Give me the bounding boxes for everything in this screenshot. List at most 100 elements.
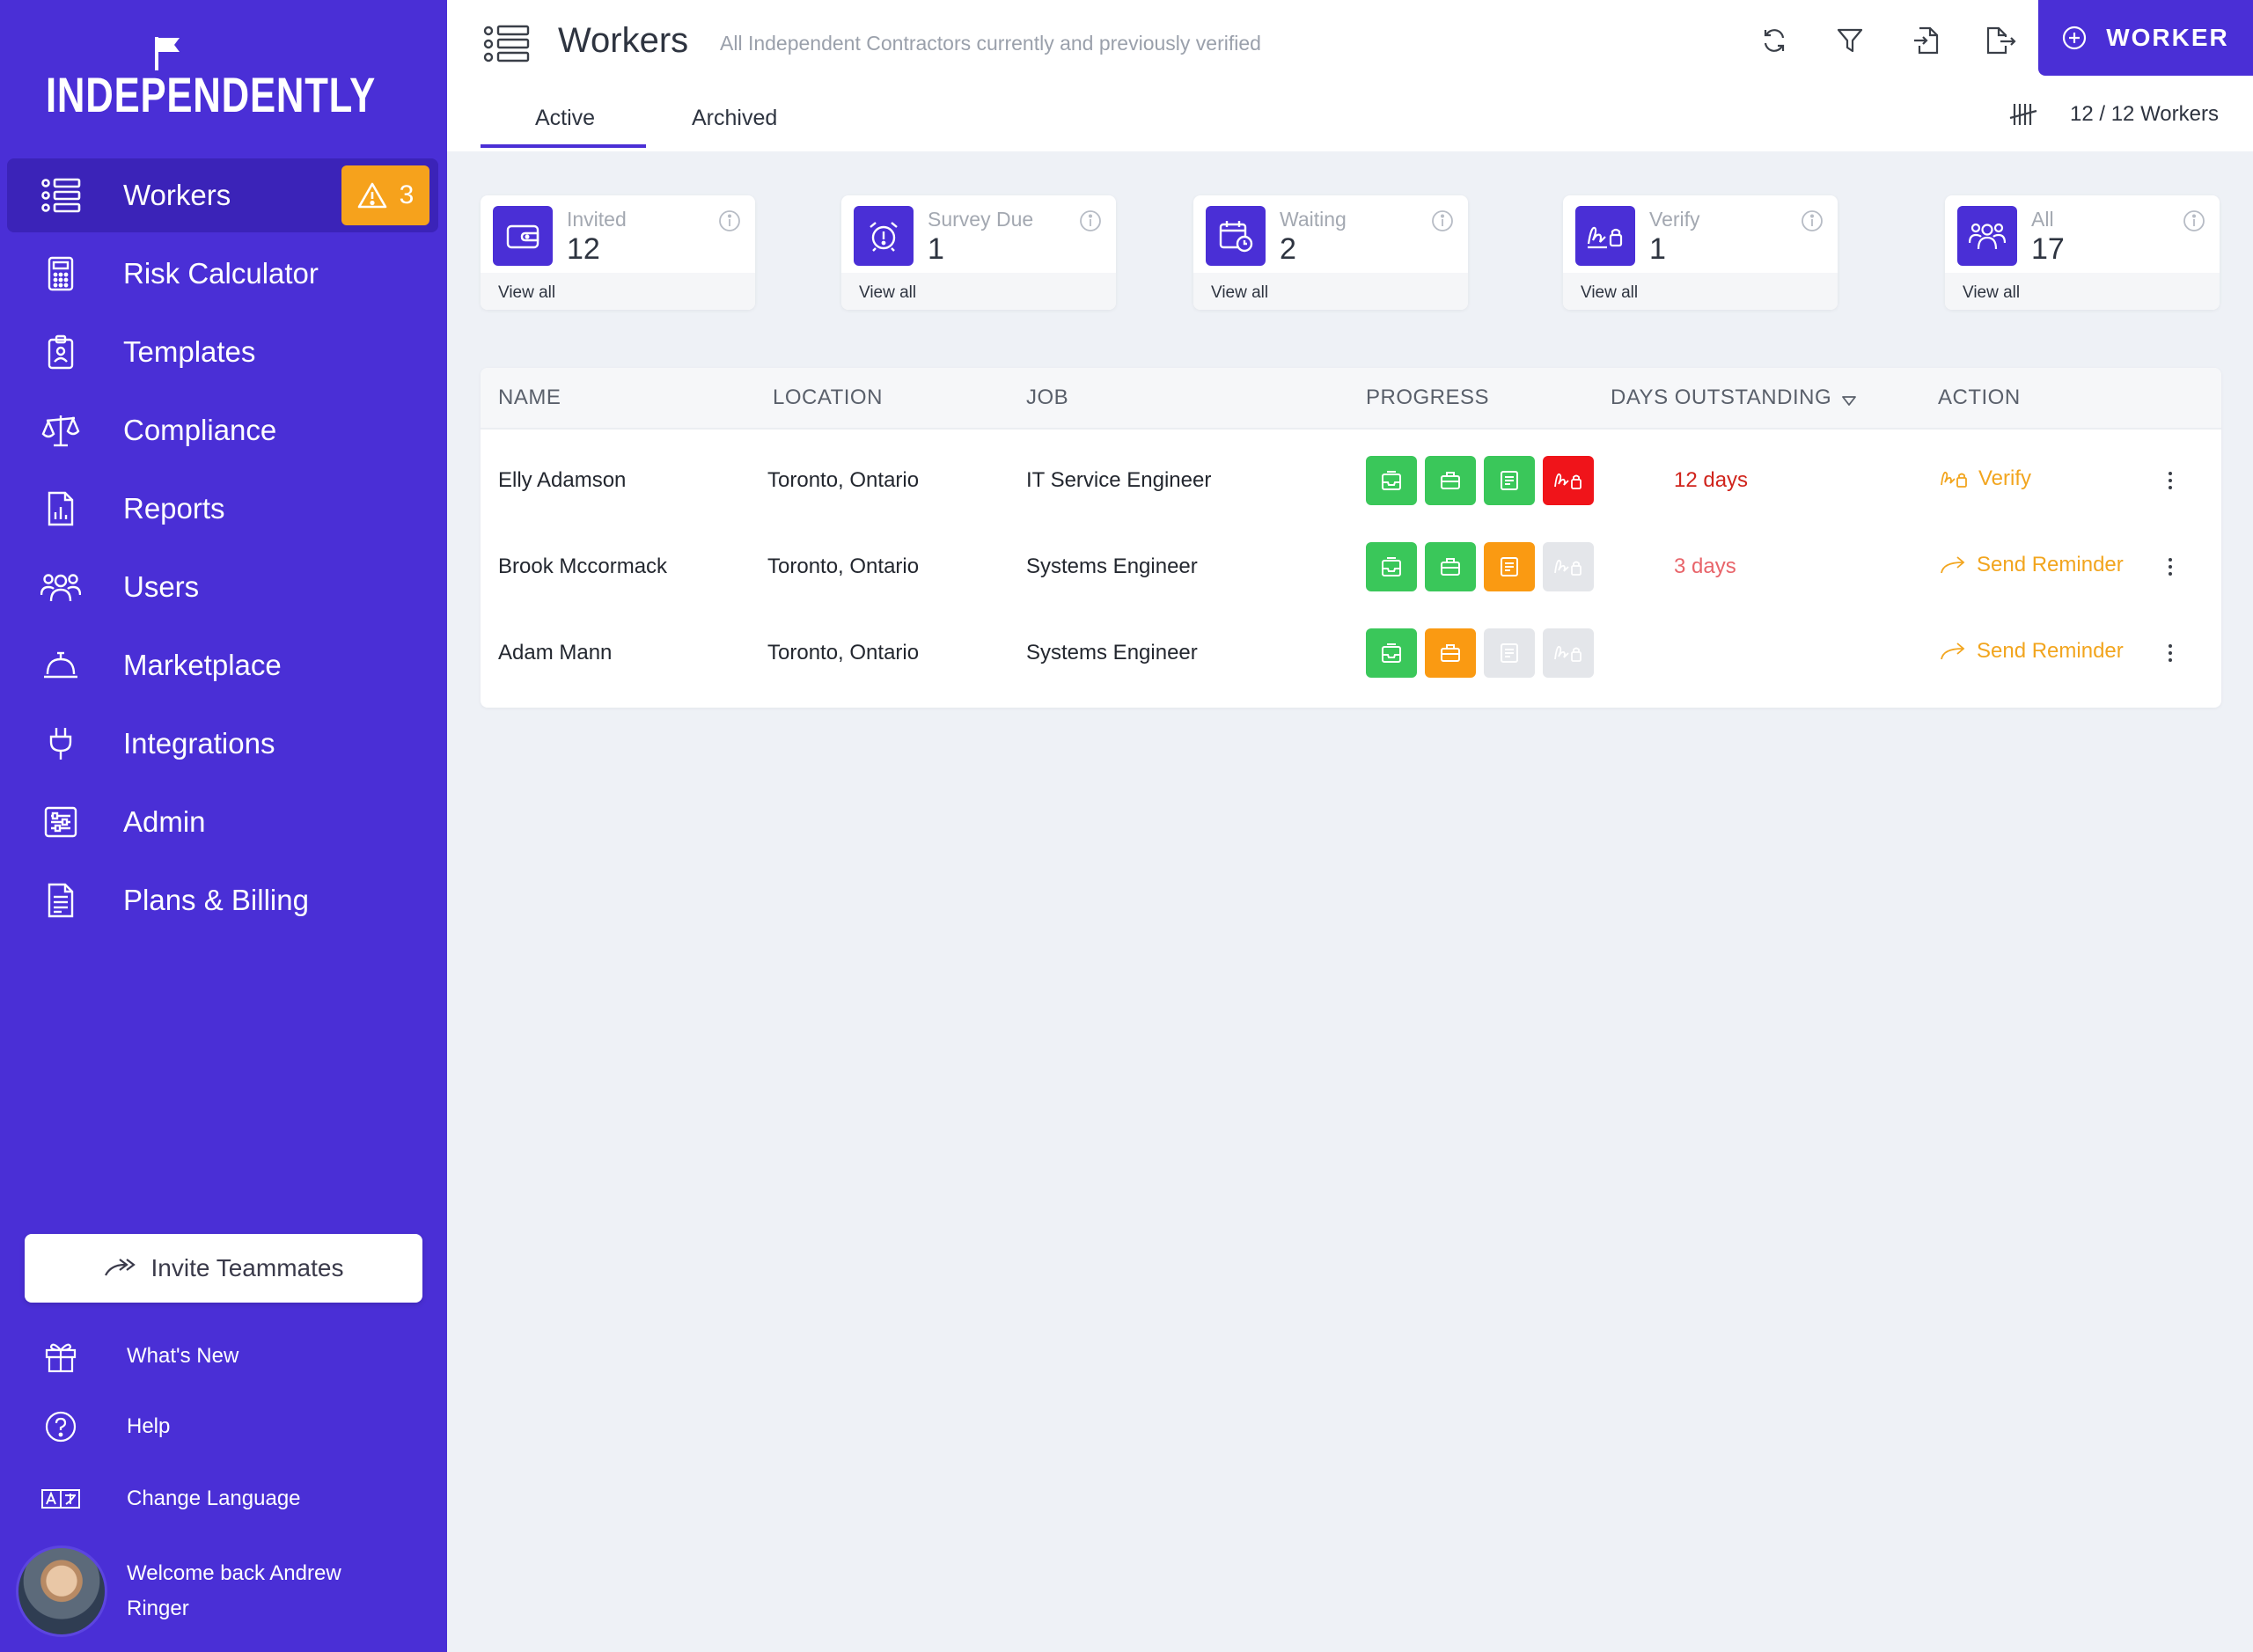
change-language-link[interactable]: Change Language [39, 1477, 301, 1521]
stat-value: 17 [2031, 232, 2065, 266]
progress-verify-step[interactable] [1543, 628, 1594, 678]
whats-new-label: What's New [127, 1344, 239, 1368]
column-header-job[interactable]: JOB [1026, 385, 1069, 409]
briefcase-icon [1441, 644, 1460, 662]
stat-label: Waiting [1280, 208, 1347, 231]
stat-card-waiting[interactable]: Waiting 2 View all [1193, 195, 1468, 310]
alert-badge-count: 3 [399, 180, 415, 209]
column-header-days-outstanding[interactable]: DAYS OUTSTANDING [1611, 385, 1832, 409]
workers-list-icon [39, 173, 83, 217]
inbox-icon [1382, 471, 1401, 490]
sidebar-item-label: Risk Calculator [123, 257, 319, 290]
reply-arrow-icon [1941, 556, 1965, 574]
filter-icon[interactable] [1831, 21, 1869, 60]
progress-survey-step[interactable] [1484, 628, 1535, 678]
table-row[interactable]: Adam Mann Toronto, Ontario Systems Engin… [481, 611, 2221, 697]
sidebar-item-admin[interactable]: Admin [7, 785, 438, 859]
progress-job-step[interactable] [1425, 456, 1476, 505]
avatar[interactable] [16, 1546, 107, 1637]
page-header: Workers All Independent Contractors curr… [447, 0, 2253, 151]
sidebar-item-workers[interactable]: Workers 3 [7, 158, 438, 232]
invite-teammates-button[interactable]: Invite Teammates [25, 1234, 422, 1303]
import-icon[interactable] [1906, 21, 1945, 60]
view-all-link[interactable]: View all [859, 283, 917, 302]
translate-icon [39, 1477, 83, 1521]
view-all-link[interactable]: View all [1963, 283, 2021, 302]
stat-card-all[interactable]: All 17 View all [1945, 195, 2220, 310]
progress-survey-step[interactable] [1484, 542, 1535, 591]
worker-name[interactable]: Brook Mccormack [498, 554, 668, 578]
table-row[interactable]: Brook Mccormack Toronto, Ontario Systems… [481, 525, 2221, 611]
sidebar-item-label: Templates [123, 335, 256, 368]
column-header-location[interactable]: LOCATION [773, 385, 883, 409]
progress-survey-step[interactable] [1484, 456, 1535, 505]
stat-card-survey-due[interactable]: Survey Due 1 View all [841, 195, 1116, 310]
user-profile[interactable]: Welcome back Andrew Ringer [16, 1546, 356, 1637]
export-icon[interactable] [1982, 21, 2021, 60]
add-worker-label: WORKER [2106, 24, 2229, 51]
table-row[interactable]: Elly Adamson Toronto, Ontario IT Service… [481, 438, 2221, 525]
inbox-icon [1382, 557, 1401, 576]
row-menu-icon[interactable] [2165, 637, 2176, 669]
help-link[interactable]: Help [39, 1405, 170, 1449]
progress-invite-step[interactable] [1366, 456, 1417, 505]
tab-active[interactable]: Active [535, 106, 596, 130]
action-label: Verify [1978, 466, 2032, 490]
view-all-link[interactable]: View all [498, 283, 556, 302]
alert-badge[interactable]: 3 [341, 165, 429, 225]
stat-card-invited[interactable]: Invited 12 View all [481, 195, 755, 310]
stat-value: 12 [567, 232, 600, 266]
info-icon[interactable] [718, 209, 741, 237]
invoice-icon [39, 878, 83, 922]
sidebar-item-integrations[interactable]: Integrations [7, 707, 438, 781]
progress-verify-step[interactable] [1543, 456, 1594, 505]
info-icon[interactable] [1801, 209, 1824, 237]
progress-job-step[interactable] [1425, 628, 1476, 678]
view-all-link[interactable]: View all [1581, 283, 1639, 302]
verify-action[interactable]: Verify [1940, 466, 2031, 491]
verify-signature-icon [1554, 645, 1582, 662]
sidebar-item-label: Admin [123, 805, 206, 838]
progress-verify-step[interactable] [1543, 542, 1594, 591]
worker-name[interactable]: Elly Adamson [498, 468, 627, 492]
progress-job-step[interactable] [1425, 542, 1476, 591]
sidebar-item-plans-billing[interactable]: Plans & Billing [7, 863, 438, 937]
sidebar-item-marketplace[interactable]: Marketplace [7, 628, 438, 702]
worker-name[interactable]: Adam Mann [498, 641, 613, 664]
warning-icon [357, 182, 386, 209]
stat-card-verify[interactable]: Verify 1 View all [1563, 195, 1838, 310]
sidebar-item-users[interactable]: Users [7, 550, 438, 624]
calendar-clock-icon [1206, 206, 1266, 266]
group-icon [1957, 206, 2017, 266]
send-reminder-action[interactable]: Send Reminder [1940, 553, 2124, 577]
info-icon[interactable] [1431, 209, 1454, 237]
send-reminder-action[interactable]: Send Reminder [1940, 639, 2124, 664]
page-title: Workers [558, 21, 689, 60]
add-worker-button[interactable]: WORKER [2038, 0, 2253, 76]
sidebar-item-risk-calculator[interactable]: Risk Calculator [7, 237, 438, 311]
column-header-name[interactable]: NAME [498, 385, 561, 409]
refresh-icon[interactable] [1755, 21, 1794, 60]
reply-arrow-icon [1941, 642, 1965, 660]
view-all-link[interactable]: View all [1211, 283, 1269, 302]
stat-label: All [2031, 208, 2054, 231]
sidebar: INDEPENDENTLY Workers 3 Risk Calculator … [0, 0, 447, 1652]
bell-service-icon [39, 643, 83, 687]
info-icon[interactable] [1079, 209, 1102, 237]
column-header-progress[interactable]: PROGRESS [1366, 385, 1490, 409]
worker-job: Systems Engineer [1026, 641, 1198, 664]
whats-new-link[interactable]: What's New [39, 1334, 239, 1378]
sidebar-item-templates[interactable]: Templates [7, 315, 438, 389]
stat-value: 1 [928, 232, 944, 266]
column-header-action[interactable]: ACTION [1938, 385, 2021, 409]
progress-invite-step[interactable] [1366, 628, 1417, 678]
sidebar-item-reports[interactable]: Reports [7, 472, 438, 546]
sort-down-icon[interactable] [1841, 394, 1857, 407]
progress-invite-step[interactable] [1366, 542, 1417, 591]
sidebar-item-compliance[interactable]: Compliance [7, 393, 438, 467]
tab-archived[interactable]: Archived [692, 106, 778, 130]
info-icon[interactable] [2183, 209, 2205, 237]
row-menu-icon[interactable] [2165, 551, 2176, 583]
logo[interactable]: INDEPENDENTLY [46, 35, 469, 123]
row-menu-icon[interactable] [2165, 465, 2176, 496]
